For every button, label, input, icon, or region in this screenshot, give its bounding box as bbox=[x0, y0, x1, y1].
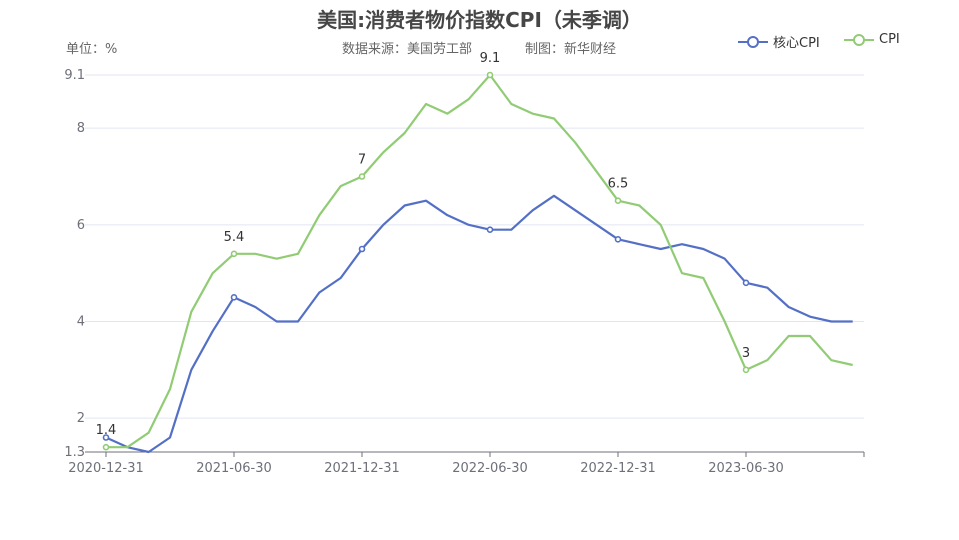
chart-title: 美国:消费者物价指数CPI（未季调） bbox=[317, 8, 642, 32]
data-point bbox=[742, 279, 750, 287]
legend-label: 核心CPI bbox=[773, 36, 820, 51]
data-label: 1.4 bbox=[96, 423, 117, 438]
y-tick-label: 8 bbox=[77, 121, 85, 136]
data-point bbox=[230, 294, 238, 301]
data-point bbox=[614, 236, 622, 243]
data-label: 7 bbox=[358, 153, 366, 168]
x-tick-label: 2023-06-30 bbox=[708, 461, 784, 476]
legend-item-cpi[interactable]: CPI bbox=[844, 32, 900, 47]
data-point bbox=[486, 226, 494, 233]
y-tick-label: 6 bbox=[77, 218, 85, 233]
data-point bbox=[358, 173, 366, 180]
credit-label: 制图：新华财经 bbox=[525, 42, 617, 57]
x-tick-label: 2022-12-31 bbox=[580, 461, 656, 476]
data-point bbox=[358, 245, 366, 253]
data-point bbox=[230, 250, 238, 258]
x-tick-label: 2021-12-31 bbox=[324, 461, 400, 476]
series-line-cpi bbox=[106, 73, 853, 449]
series-line-core-cpi bbox=[105, 194, 853, 454]
y-tick-label: 1.3 bbox=[64, 445, 85, 460]
data-label: 5.4 bbox=[224, 230, 245, 245]
x-tick-label: 2021-06-30 bbox=[196, 461, 272, 476]
data-label: 3 bbox=[742, 346, 750, 361]
x-tick-label: 2022-06-30 bbox=[452, 461, 528, 476]
data-point bbox=[486, 71, 494, 79]
y-tick-label: 2 bbox=[77, 411, 85, 426]
legend-line-icon bbox=[844, 33, 874, 46]
y-tick-label: 4 bbox=[77, 315, 85, 330]
unit-label: 单位：% bbox=[66, 42, 118, 57]
data-point bbox=[102, 434, 110, 441]
data-point bbox=[102, 443, 110, 451]
legend-line-icon bbox=[738, 35, 768, 48]
x-tick-label: 2020-12-31 bbox=[68, 461, 144, 476]
data-label: 9.1 bbox=[480, 51, 501, 66]
data-label: 6.5 bbox=[608, 177, 629, 192]
y-tick-label: 9.1 bbox=[64, 68, 85, 83]
data-point bbox=[614, 197, 622, 204]
legend-item-core-cpi[interactable]: 核心CPI bbox=[738, 32, 820, 51]
data-point bbox=[742, 366, 750, 374]
legend-label: CPI bbox=[879, 32, 900, 47]
source-label: 数据来源：美国劳工部 bbox=[342, 42, 473, 57]
